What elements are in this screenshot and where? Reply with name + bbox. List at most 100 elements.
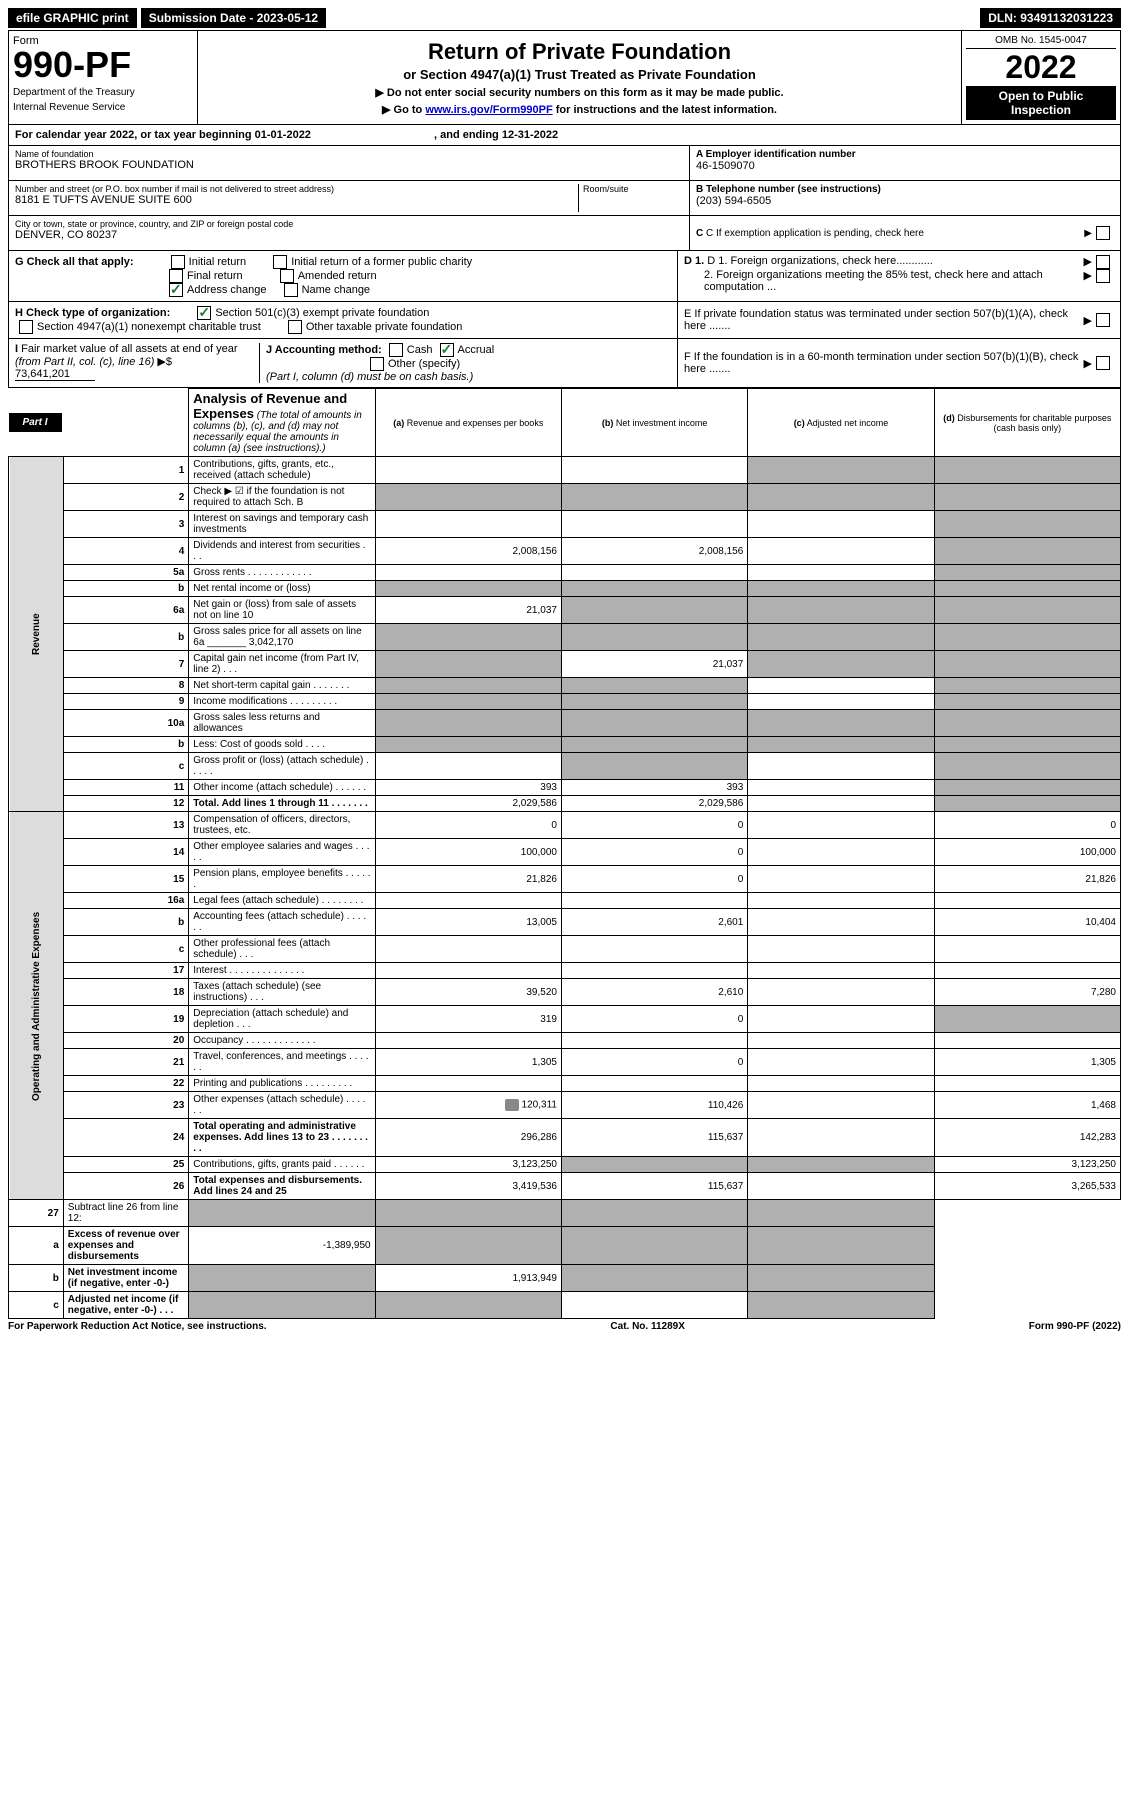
f-checkbox[interactable] <box>1096 356 1110 370</box>
d1-checkbox[interactable] <box>1096 255 1110 269</box>
table-row: 18Taxes (attach schedule) (see instructi… <box>9 979 1121 1006</box>
row-description: Income modifications . . . . . . . . . <box>189 694 375 710</box>
cell-d: 21,826 <box>934 866 1120 893</box>
row-description: Total. Add lines 1 through 11 . . . . . … <box>189 796 375 812</box>
cell-d <box>748 1227 934 1265</box>
cell-b: 1,913,949 <box>375 1265 561 1292</box>
cell-a: 21,037 <box>375 597 561 624</box>
row-description: Other income (attach schedule) . . . . .… <box>189 780 375 796</box>
cell-d <box>934 624 1120 651</box>
cell-c <box>561 1227 747 1265</box>
cell-a <box>375 484 561 511</box>
address-change-checkbox[interactable] <box>169 283 183 297</box>
cell-c <box>748 737 934 753</box>
cell-d: 142,283 <box>934 1119 1120 1157</box>
accrual-checkbox[interactable] <box>440 343 454 357</box>
row-description: Net gain or (loss) from sale of assets n… <box>189 597 375 624</box>
col-a-header: (a) Revenue and expenses per books <box>375 389 561 457</box>
i-label: I Fair market value of all assets at end… <box>15 343 238 368</box>
cell-c <box>748 597 934 624</box>
row-number: 3 <box>63 511 188 538</box>
cell-b <box>561 484 747 511</box>
other-taxable-checkbox[interactable] <box>288 320 302 334</box>
irs-text: Internal Revenue Service <box>13 102 193 113</box>
initial-former-checkbox[interactable] <box>273 255 287 269</box>
cell-c <box>748 457 934 484</box>
row-number: 12 <box>63 796 188 812</box>
row-description: Capital gain net income (from Part IV, l… <box>189 651 375 678</box>
exemption-checkbox[interactable] <box>1096 226 1110 240</box>
table-row: 21Travel, conferences, and meetings . . … <box>9 1049 1121 1076</box>
row-number: 11 <box>63 780 188 796</box>
row-description: Compensation of officers, directors, tru… <box>189 812 375 839</box>
cell-d <box>748 1200 934 1227</box>
other-method-checkbox[interactable] <box>370 357 384 371</box>
row-number: c <box>63 936 188 963</box>
dept-text: Department of the Treasury <box>13 87 193 98</box>
footer-left: For Paperwork Reduction Act Notice, see … <box>8 1321 267 1332</box>
table-row: 14Other employee salaries and wages . . … <box>9 839 1121 866</box>
cell-c <box>748 963 934 979</box>
row-description: Net short-term capital gain . . . . . . … <box>189 678 375 694</box>
row-number: 25 <box>63 1157 188 1173</box>
cell-d: 3,265,533 <box>934 1173 1120 1200</box>
cell-a: 21,826 <box>375 866 561 893</box>
table-row: 9Income modifications . . . . . . . . . <box>9 694 1121 710</box>
row-number: b <box>63 737 188 753</box>
attachment-icon[interactable] <box>505 1099 519 1111</box>
row-description: Contributions, gifts, grants, etc., rece… <box>189 457 375 484</box>
cell-a: 2,008,156 <box>375 538 561 565</box>
phone-label: B Telephone number (see instructions) <box>696 184 1114 195</box>
cell-b: 115,637 <box>561 1173 747 1200</box>
cell-c <box>748 1157 934 1173</box>
row-number: 4 <box>63 538 188 565</box>
row-description: Less: Cost of goods sold . . . . <box>189 737 375 753</box>
row-description: Check ▶ ☑ if the foundation is not requi… <box>189 484 375 511</box>
cell-d <box>934 694 1120 710</box>
cell-c <box>748 678 934 694</box>
4947a1-checkbox[interactable] <box>19 320 33 334</box>
cell-c <box>748 694 934 710</box>
table-row: Operating and Administrative Expenses13C… <box>9 812 1121 839</box>
cell-b <box>375 1227 561 1265</box>
e-checkbox[interactable] <box>1096 313 1110 327</box>
d2-checkbox[interactable] <box>1096 269 1110 283</box>
cell-d <box>934 538 1120 565</box>
row-description: Accounting fees (attach schedule) . . . … <box>189 909 375 936</box>
section-h-e: H Check type of organization: Section 50… <box>8 302 1121 339</box>
omb-number: OMB No. 1545-0047 <box>966 35 1116 49</box>
cell-b: 0 <box>561 1006 747 1033</box>
footer-right: Form 990-PF (2022) <box>1029 1321 1121 1332</box>
section-side-label: Revenue <box>9 457 64 812</box>
cell-b: 0 <box>561 1049 747 1076</box>
table-row: 19Depreciation (attach schedule) and dep… <box>9 1006 1121 1033</box>
cell-c <box>748 710 934 737</box>
501c3-checkbox[interactable] <box>197 306 211 320</box>
initial-return-checkbox[interactable] <box>171 255 185 269</box>
row-number: 14 <box>63 839 188 866</box>
row-description: Gross sales price for all assets on line… <box>189 624 375 651</box>
row-description: Travel, conferences, and meetings . . . … <box>189 1049 375 1076</box>
table-row: 20Occupancy . . . . . . . . . . . . . <box>9 1033 1121 1049</box>
cell-c <box>748 484 934 511</box>
cell-b: 21,037 <box>561 651 747 678</box>
cell-c <box>748 839 934 866</box>
cell-b <box>561 511 747 538</box>
cell-b <box>561 1157 747 1173</box>
cell-c <box>748 866 934 893</box>
cell-b <box>561 1076 747 1092</box>
cell-b <box>561 678 747 694</box>
row-description: Adjusted net income (if negative, enter … <box>63 1292 188 1319</box>
cell-d <box>934 963 1120 979</box>
instructions-link[interactable]: www.irs.gov/Form990PF <box>425 104 552 116</box>
cell-d: 7,280 <box>934 979 1120 1006</box>
table-row: 22Printing and publications . . . . . . … <box>9 1076 1121 1092</box>
cell-c <box>561 1265 747 1292</box>
row-number: 20 <box>63 1033 188 1049</box>
name-change-checkbox[interactable] <box>284 283 298 297</box>
cell-c <box>748 753 934 780</box>
amended-return-checkbox[interactable] <box>280 269 294 283</box>
j-label: J Accounting method: <box>266 344 382 356</box>
table-row: aExcess of revenue over expenses and dis… <box>9 1227 1121 1265</box>
cash-checkbox[interactable] <box>389 343 403 357</box>
